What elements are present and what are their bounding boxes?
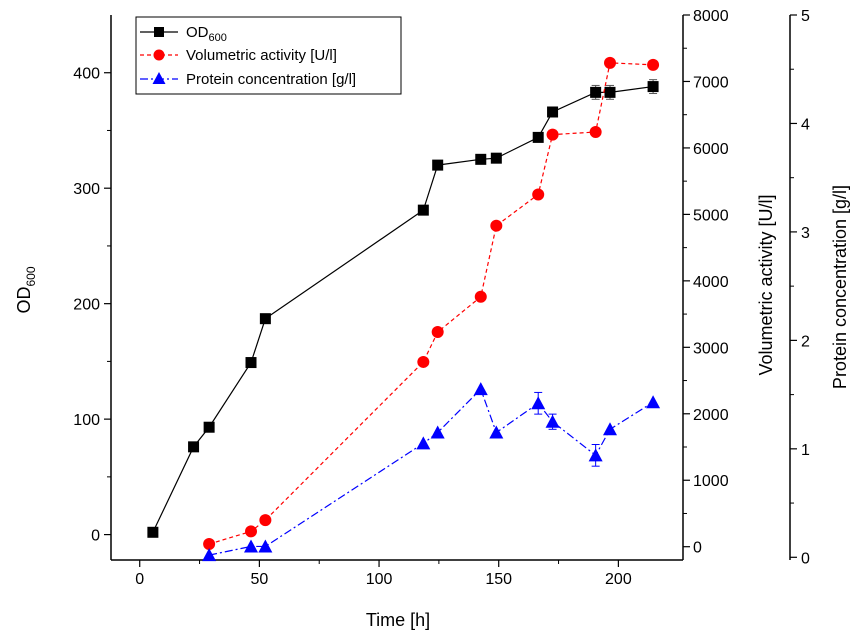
activity-marker <box>589 125 602 138</box>
od-marker <box>147 526 159 538</box>
y-left-tick-label: 200 <box>73 297 100 314</box>
legend-od-label: OD600 <box>186 24 227 44</box>
legend-protein-marker <box>152 72 166 84</box>
activity-marker <box>647 58 660 71</box>
x-axis-title: Time [h] <box>366 610 430 630</box>
protein-series-line <box>209 388 654 556</box>
od-marker <box>590 86 602 98</box>
legend-item-volumetric-activity: Volumetric activity [U/l] <box>140 47 337 64</box>
legend-item-od: OD600 <box>140 24 227 44</box>
y-right1-tick-label: 1000 <box>693 473 729 490</box>
od-marker <box>604 86 616 98</box>
y-right1-tick-label: 0 <box>693 540 702 557</box>
x-tick-label: 100 <box>366 571 393 588</box>
y-right2-tick-label: 2 <box>801 333 810 350</box>
axes: 0 50 100 150 2000100200300400010002000300040… <box>73 8 810 588</box>
y-right2-tick-label: 3 <box>801 225 810 242</box>
y-left-tick-label: 300 <box>73 181 100 198</box>
activity-marker <box>546 128 559 141</box>
y-right2-tick-label: 4 <box>801 116 810 133</box>
x-tick-label: 200 <box>605 571 632 588</box>
y-left-tick-label: 400 <box>73 66 100 83</box>
y-left-axis-title-main: OD <box>14 287 34 314</box>
y-right1-tick-label: 5000 <box>693 207 729 224</box>
od-marker <box>475 153 487 165</box>
protein-marker <box>430 425 445 439</box>
od-marker <box>647 81 659 93</box>
od-marker <box>188 441 200 453</box>
y-right1-tick-label: 2000 <box>693 407 729 424</box>
legend-od-label-sub: 600 <box>209 32 227 44</box>
y-left-axis-title-sub: 600 <box>24 266 38 286</box>
activity-marker <box>245 525 258 538</box>
protein-marker <box>545 414 560 428</box>
y-left-tick-label: 100 <box>73 412 100 429</box>
od-series-line <box>152 85 654 533</box>
activity-marker <box>259 514 272 527</box>
legend-activity-marker <box>153 49 165 61</box>
activity-marker <box>532 188 545 201</box>
legend-item-protein-concentration: Protein concentration [g/l] <box>140 71 356 88</box>
y-right1-tick-label: 8000 <box>693 8 729 25</box>
protein-marker <box>202 548 217 562</box>
protein-marker <box>489 425 504 439</box>
activity-marker <box>474 290 487 303</box>
y-right1-tick-label: 3000 <box>693 340 729 357</box>
y-right2-axis-title: Protein concentration [g/l] <box>830 185 850 389</box>
od-marker <box>532 131 544 143</box>
protein-marker <box>258 539 273 553</box>
od-marker <box>490 152 502 164</box>
y-right2-tick-label: 1 <box>801 442 810 459</box>
y-right2-tick-label: 0 <box>801 550 810 567</box>
legend-od-label-main: OD <box>186 24 209 41</box>
activity-marker <box>431 326 444 339</box>
x-tick-label: 50 <box>250 571 268 588</box>
x-tick-label: 0 <box>135 571 144 588</box>
activity-marker <box>490 219 503 232</box>
activity-series-line <box>208 62 654 545</box>
protein-marker <box>588 448 603 462</box>
od-marker <box>259 313 271 325</box>
od-marker <box>432 159 444 171</box>
legend-protein-label: Protein concentration [g/l] <box>186 71 356 88</box>
y-right1-tick-label: 7000 <box>693 74 729 91</box>
legend: OD600 Volumetric activity [U/l] Protein … <box>135 16 402 95</box>
y-left-tick-label: 0 <box>91 528 100 545</box>
series-layer <box>147 56 661 562</box>
x-tick-label: 150 <box>485 571 512 588</box>
y-left-axis-title: OD600 <box>14 266 38 313</box>
legend-box <box>135 16 402 95</box>
od-marker <box>203 421 215 433</box>
od-marker <box>547 106 559 118</box>
activity-marker <box>203 538 216 551</box>
legend-od-marker <box>154 27 164 37</box>
od-marker <box>417 204 429 216</box>
od-marker <box>245 357 257 369</box>
y-right2-tick-label: 5 <box>801 8 810 25</box>
legend-activity-label: Volumetric activity [U/l] <box>186 47 337 64</box>
protein-marker <box>603 422 618 436</box>
protein-marker <box>473 382 488 396</box>
y-right1-tick-label: 4000 <box>693 274 729 291</box>
protein-marker <box>531 396 546 410</box>
activity-marker <box>604 56 617 69</box>
y-right1-tick-label: 6000 <box>693 141 729 158</box>
protein-marker <box>244 539 259 553</box>
protein-marker <box>416 436 431 450</box>
protein-marker <box>646 395 661 409</box>
activity-marker <box>417 355 430 368</box>
y-right1-axis-title: Volumetric activity [U/l] <box>756 194 776 375</box>
